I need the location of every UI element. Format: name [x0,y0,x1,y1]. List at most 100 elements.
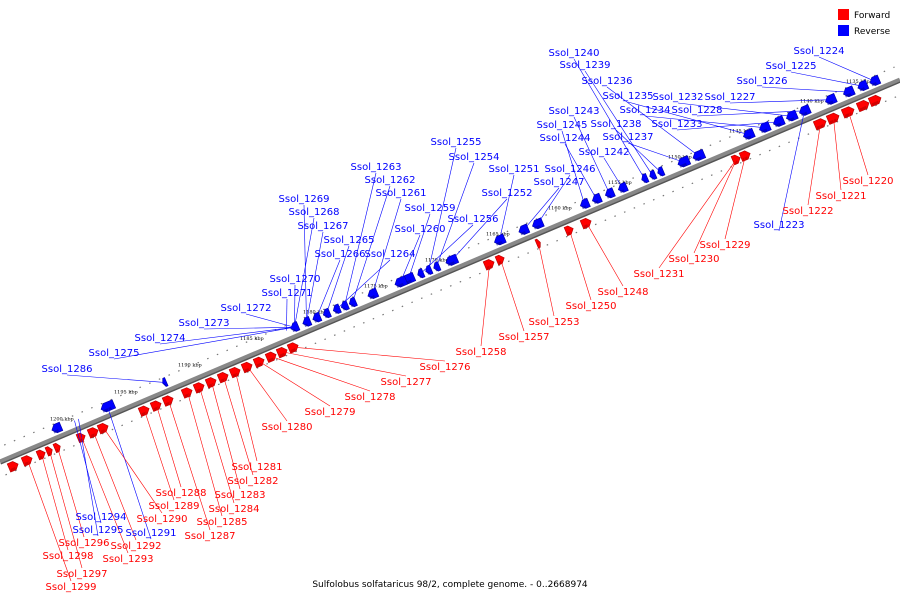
gene-arrow-shade [619,189,625,194]
leader-line [724,155,746,240]
leader-line [286,298,288,331]
gene-label: Ssol_1296 [59,538,110,549]
gene-label: Ssol_1229 [700,240,751,251]
leader-line [293,346,446,362]
kbp-tick: 1190 kbp [178,362,202,368]
reverse-gene-arrow [302,316,313,327]
kbp-tick-label: 1150 kbp [668,154,692,160]
gene-label: Ssol_1253 [529,317,580,328]
legend: Forward Reverse [838,9,891,37]
leader-line [103,427,163,514]
gene-label: Ssol_1220 [843,176,894,187]
backbone-edge [0,81,900,465]
gene-arrow-shade [533,224,541,230]
map-caption: Sulfolobus solfataricus 98/2, complete g… [312,580,588,590]
gene-label: Ssol_1290 [137,514,188,525]
forward-gene-arrow [855,100,870,113]
reverse-gene-arrow [773,115,786,128]
forward-gene-arrow [137,405,150,417]
leader-line [203,326,295,330]
gene-label: Ssol_1286 [42,364,93,375]
gene-arrow-shade [24,461,30,466]
leader-line [573,116,610,194]
kbp-tick-label: 1190 kbp [178,362,202,368]
leader-line [282,351,407,377]
leader-line [223,376,254,476]
leader-line [27,459,72,582]
gene-arrow-shade [871,100,879,106]
gene-arrow-shade [279,352,285,358]
gene-arrow-body [867,94,882,108]
reverse-gene-arrow [322,307,332,319]
gene-label: Ssol_1284 [209,504,260,515]
gene-arrow-body [855,100,870,113]
kbp-tick: 1160 kbp [548,205,572,211]
leader-line [573,58,645,179]
leader-line [499,174,515,241]
forward-gene-arrow [240,361,253,374]
leader-line [156,405,182,488]
leader-line [259,361,331,407]
leader-line [818,56,875,82]
leader-line [428,147,457,271]
gene-arrow-shade [102,406,112,413]
gene-arrow-shade [643,180,647,184]
leader-line [451,198,508,261]
gene-label: Ssol_1272 [221,303,272,314]
gene-label: Ssol_1283 [215,490,266,501]
forward-gene-arrow [867,94,882,108]
gene-arrow-shade [859,105,867,111]
leader-line [538,243,555,317]
gene-arrow-shade [581,205,587,210]
kbp-tick: 1140 kbp [800,98,824,104]
leader-line [778,110,805,232]
gene-labels: Ssol_1224Ssol_1225Ssol_1226Ssol_1227Ssol… [42,46,894,593]
gene-arrow-shade [787,117,795,122]
gene-label: Ssol_1244 [540,133,591,144]
leader-line [790,71,863,87]
gene-label: Ssol_1263 [351,162,402,173]
forward-gene-arrow [228,366,241,379]
gene-label: Ssol_1254 [449,152,500,163]
gene-arrow-shade [304,323,309,327]
reverse-gene-arrow [786,109,799,122]
gene-arrow-body [840,106,855,119]
leader-line [372,198,402,295]
reverse-gene-arrow [348,296,358,308]
leader-line [245,313,295,328]
forward-gene-arrow [275,347,288,359]
gene-label: Ssol_1232 [653,92,704,103]
leader-line [615,129,661,173]
gene-arrow-shade [844,112,852,118]
leader-line [199,387,235,504]
gene-label: Ssol_1299 [46,582,97,593]
reverse-gene-arrow [825,93,838,106]
leader-line [644,115,765,129]
kbp-tick-label: 1160 kbp [548,205,572,211]
leader-line [603,157,623,189]
forward-gene-arrow [204,377,217,389]
gene-label: Ssol_1257 [499,332,550,343]
reverse-gene-arrow [312,311,323,323]
gene-label: Ssol_1289 [149,501,200,512]
gene-label: Ssol_1231 [634,269,685,280]
kbp-tick-label: 1140 kbp [800,98,824,104]
kbp-tick-label: 1180 kbp [303,309,327,315]
gene-label: Ssol_1247 [534,177,585,188]
leader-line [306,231,324,323]
gene-arrow-shade [606,194,612,199]
leader-line [211,381,241,490]
gene-arrow-shade [196,388,202,393]
leader-line [564,143,597,200]
reverse-gene-arrow [759,121,772,134]
gene-arrow-shade [369,295,375,300]
gene-arrow-shade [651,176,655,180]
gene-arrow-shade [244,367,250,372]
track-dots-forward [5,94,900,476]
forward-gene-arrow [286,342,299,354]
gene-label: Ssol_1227 [705,92,756,103]
leader-line [303,204,307,323]
forward-gene-arrow [192,382,205,394]
leader-line [235,371,258,462]
